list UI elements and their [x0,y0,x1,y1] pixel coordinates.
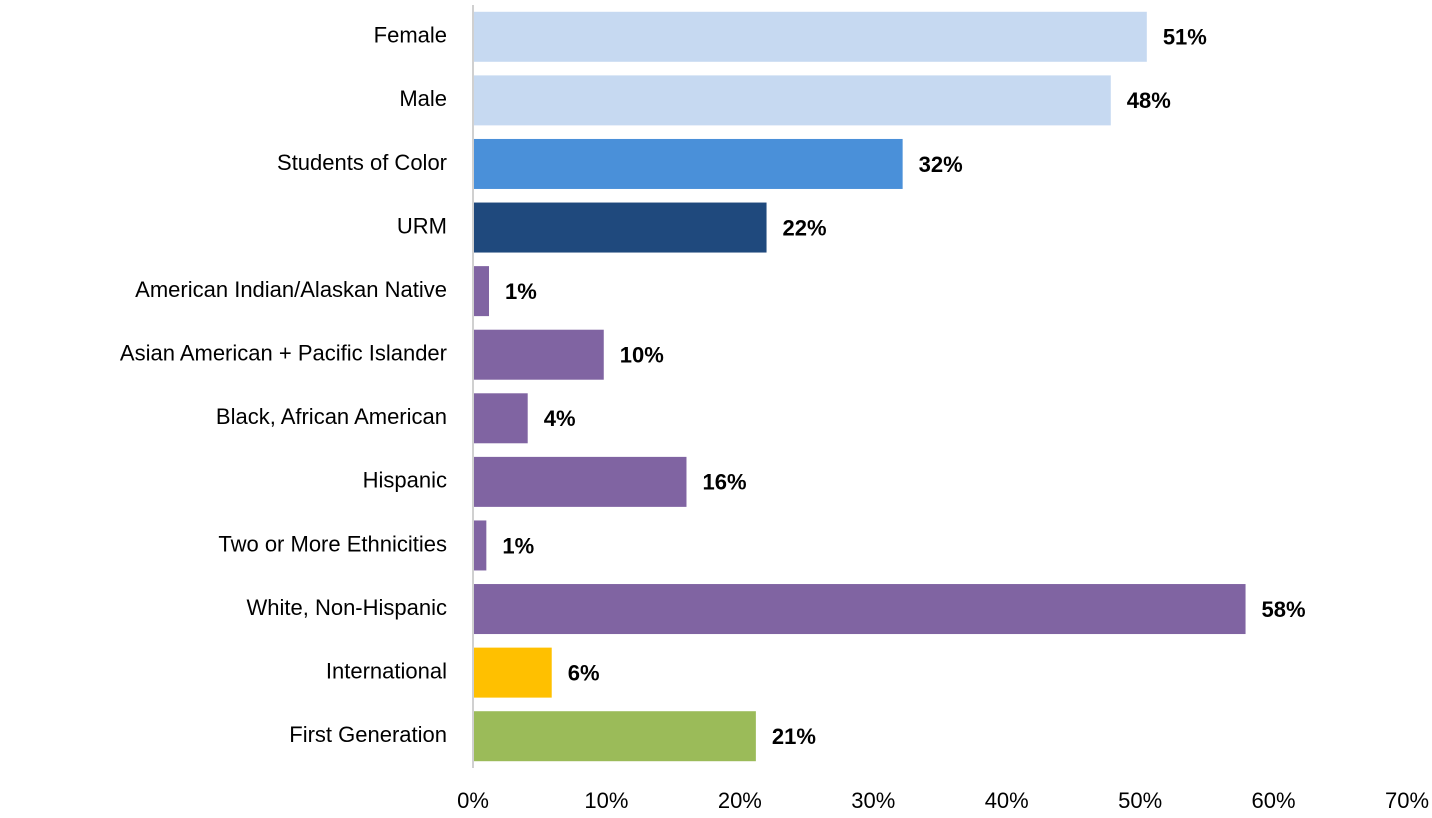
bar [473,138,903,189]
bar [473,584,1246,635]
y-tick-label: International [326,658,447,683]
bar [473,520,487,571]
value-label: 10% [620,343,664,368]
bar [473,202,767,253]
x-tick-label: 20% [718,788,762,813]
x-tick-label: 10% [584,788,628,813]
value-label: 4% [544,406,576,431]
value-label: 22% [783,215,827,240]
x-tick-label: 60% [1252,788,1296,813]
bar [473,393,528,444]
value-label: 21% [772,724,816,749]
value-label: 48% [1127,88,1171,113]
value-label: 51% [1163,25,1207,50]
y-tick-label: American Indian/Alaskan Native [135,277,447,302]
bar [473,75,1111,126]
value-label: 6% [568,660,600,685]
value-label: 16% [702,470,746,495]
value-label: 32% [919,152,963,177]
bar [473,329,604,380]
x-tick-label: 70% [1385,788,1429,813]
y-tick-label: White, Non-Hispanic [246,595,447,620]
y-tick-label: Hispanic [363,468,447,493]
value-label: 1% [505,279,537,304]
bar [473,11,1147,62]
y-tick-label: Black, African American [216,404,447,429]
bar [473,647,552,698]
value-label: 58% [1262,597,1306,622]
x-tick-label: 50% [1118,788,1162,813]
x-tick-label: 30% [851,788,895,813]
y-tick-label: Two or More Ethnicities [218,531,447,556]
y-tick-label: Male [399,86,447,111]
y-tick-label: Female [374,23,447,48]
y-tick-label: First Generation [289,722,447,747]
y-tick-label: URM [397,213,447,238]
x-tick-label: 0% [457,788,489,813]
bar [473,456,687,507]
y-tick-label: Students of Color [277,150,447,175]
value-label: 1% [502,533,534,558]
bar [473,266,490,317]
x-tick-label: 40% [985,788,1029,813]
y-tick-label: Asian American + Pacific Islander [120,341,447,366]
bar [473,711,756,762]
